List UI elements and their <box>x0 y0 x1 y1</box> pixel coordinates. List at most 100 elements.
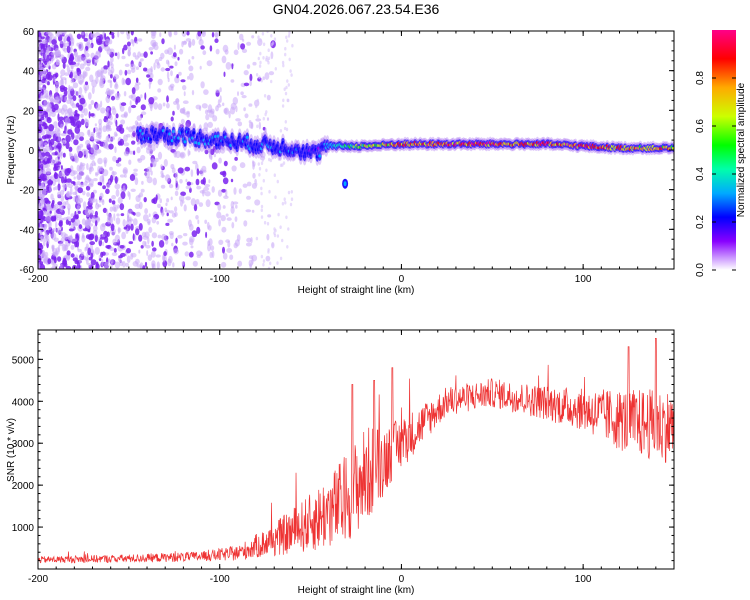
noise-speckle <box>85 32 88 38</box>
noise-speckle <box>222 170 227 178</box>
noise-speckle <box>92 229 98 237</box>
noise-speckle <box>183 233 188 237</box>
noise-speckle <box>255 182 258 187</box>
noise-speckle <box>55 81 60 86</box>
noise-speckle <box>138 140 141 145</box>
noise-speckle <box>49 146 52 153</box>
snr-xlabel: Height of straight line (km) <box>298 585 415 596</box>
noise-speckle <box>270 51 274 60</box>
noise-speckle <box>45 203 52 211</box>
noise-speckle <box>50 138 55 146</box>
noise-speckle <box>132 125 136 133</box>
noise-speckle <box>150 51 154 55</box>
noise-speckle <box>101 259 104 267</box>
noise-speckle <box>240 91 244 96</box>
noise-speckle <box>59 40 64 44</box>
noise-speckle <box>41 148 47 152</box>
noise-speckle <box>256 124 259 129</box>
noise-speckle <box>58 116 64 121</box>
noise-speckle <box>50 175 55 181</box>
noise-speckle <box>85 185 91 191</box>
noise-speckle <box>62 62 66 69</box>
x-tick-label: -100 <box>210 274 230 285</box>
noise-speckle <box>49 210 52 214</box>
noise-speckle <box>56 145 60 149</box>
noise-speckle <box>215 105 219 112</box>
noise-speckle <box>62 152 66 158</box>
noise-speckle <box>60 195 65 202</box>
noise-speckle <box>65 141 70 150</box>
noise-speckle <box>196 250 202 256</box>
noise-speckle <box>132 233 135 241</box>
noise-speckle <box>66 250 71 256</box>
noise-speckle <box>266 94 271 101</box>
noise-speckle <box>39 163 44 169</box>
noise-speckle <box>78 224 83 230</box>
noise-speckle <box>90 146 95 154</box>
noise-speckle <box>75 113 80 117</box>
noise-speckle <box>257 162 260 166</box>
noise-speckle <box>73 176 76 180</box>
noise-speckle <box>125 77 131 86</box>
noise-speckle <box>225 189 228 197</box>
noise-speckle <box>190 169 194 178</box>
noise-speckle <box>38 156 45 161</box>
noise-speckle <box>42 58 47 64</box>
noise-speckle <box>114 52 118 57</box>
ridge-core <box>216 134 220 138</box>
noise-speckle <box>222 246 225 254</box>
noise-speckle <box>148 97 155 105</box>
noise-speckle <box>290 197 294 201</box>
ridge-core <box>197 141 201 146</box>
noise-speckle <box>72 222 78 227</box>
noise-speckle <box>155 254 161 258</box>
noise-speckle <box>100 67 105 73</box>
noise-speckle <box>151 31 156 35</box>
noise-speckle <box>87 247 91 256</box>
noise-speckle <box>51 202 55 209</box>
noise-speckle <box>137 158 143 164</box>
noise-speckle <box>213 153 217 158</box>
noise-speckle <box>289 202 293 207</box>
spectrogram-marks <box>38 31 674 269</box>
noise-speckle <box>158 122 164 129</box>
noise-speckle <box>216 211 222 219</box>
noise-speckle <box>224 49 229 55</box>
noise-speckle <box>87 129 91 138</box>
noise-speckle <box>104 236 109 244</box>
noise-speckle <box>45 200 51 205</box>
noise-speckle <box>63 42 69 48</box>
noise-speckle <box>38 87 41 95</box>
ridge-core <box>172 130 176 134</box>
noise-speckle <box>226 217 232 221</box>
noise-speckle <box>210 108 215 114</box>
noise-speckle <box>289 69 292 73</box>
noise-speckle <box>72 191 78 196</box>
noise-speckle <box>47 74 53 81</box>
noise-speckle <box>75 194 79 202</box>
noise-speckle <box>70 79 75 84</box>
noise-speckle <box>279 129 283 133</box>
noise-speckle <box>140 58 144 62</box>
noise-speckle <box>139 266 142 269</box>
noise-speckle <box>229 254 234 260</box>
noise-speckle <box>53 51 59 56</box>
noise-speckle <box>142 235 149 240</box>
noise-speckle <box>261 31 265 36</box>
noise-speckle <box>102 241 105 246</box>
noise-speckle <box>87 92 92 100</box>
noise-speckle <box>86 192 90 197</box>
noise-speckle <box>282 63 285 68</box>
noise-speckle <box>86 211 90 218</box>
noise-speckle <box>135 228 140 236</box>
noise-speckle <box>53 172 59 180</box>
noise-speckle <box>38 60 41 69</box>
x-tick-label: -200 <box>28 574 48 585</box>
noise-speckle <box>175 178 178 184</box>
ridge-core <box>192 131 196 135</box>
noise-speckle <box>56 129 61 138</box>
noise-speckle <box>89 167 92 175</box>
noise-speckle <box>51 63 57 70</box>
noise-speckle <box>119 203 125 211</box>
noise-speckle <box>279 163 283 168</box>
